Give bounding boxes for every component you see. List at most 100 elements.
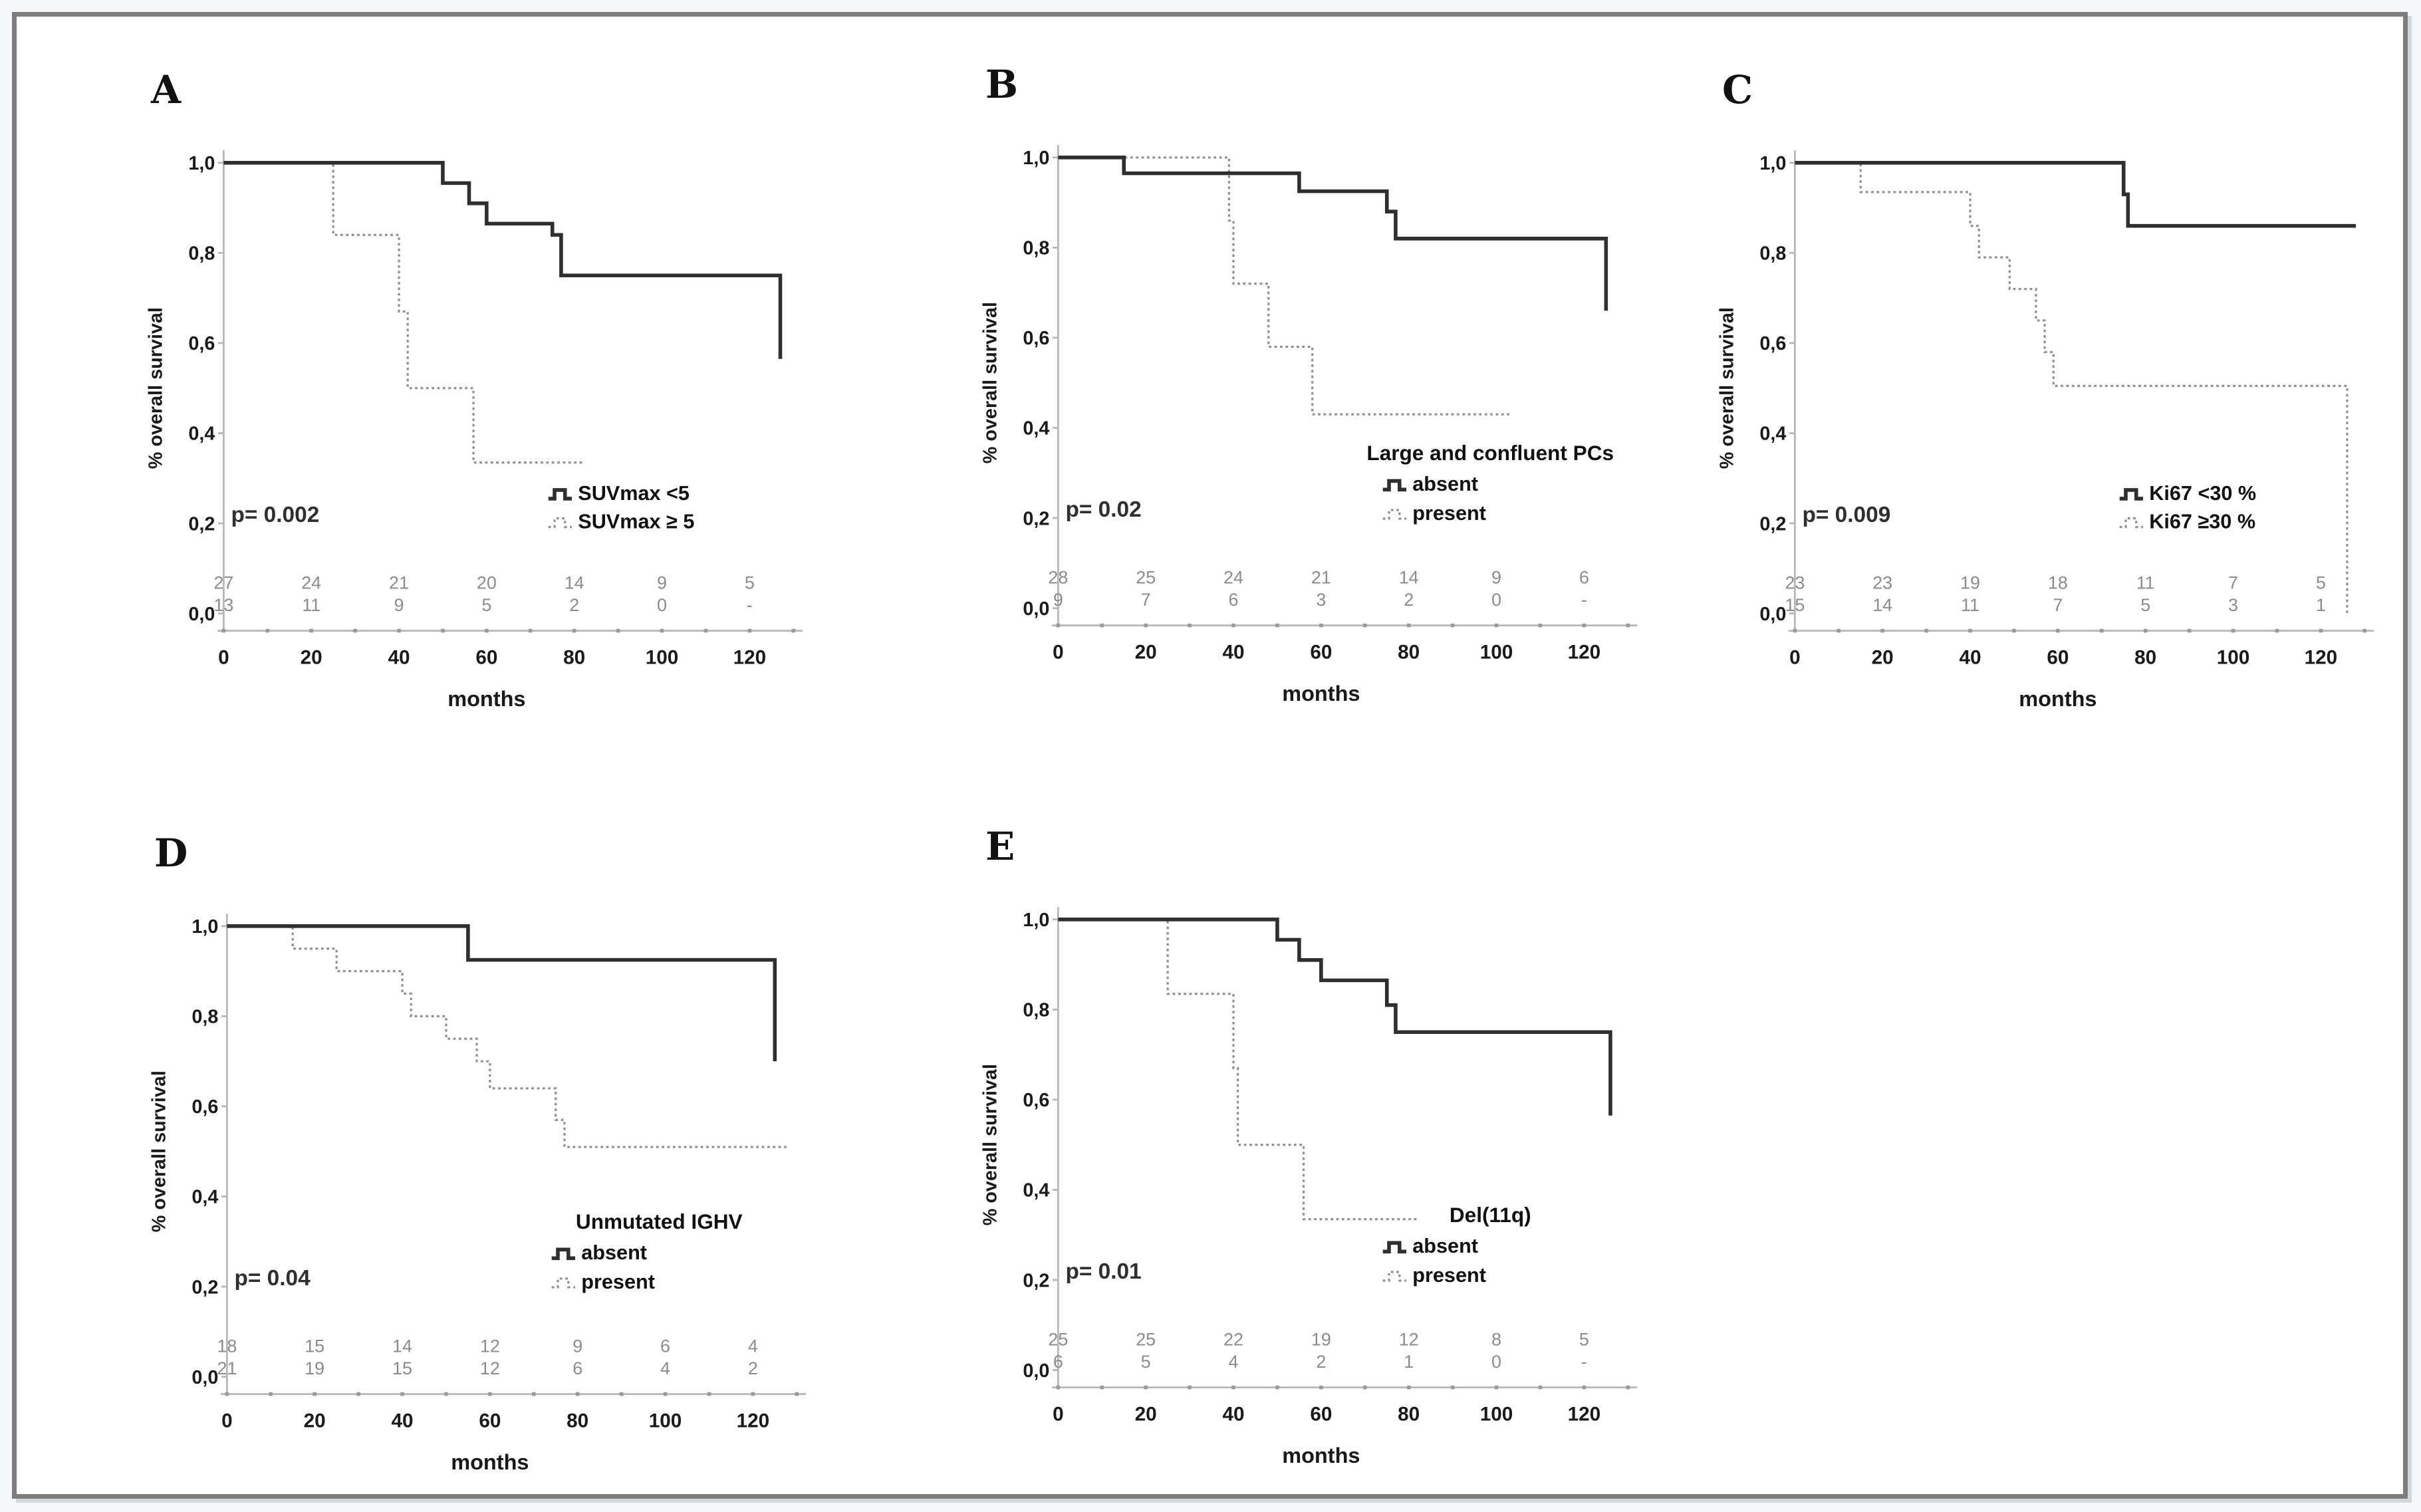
- axis-minor-tick: [616, 628, 620, 633]
- x-tick-label: 100: [1480, 642, 1513, 664]
- at-risk-count: 3: [1316, 590, 1326, 610]
- axis-minor-tick: [444, 1392, 448, 1396]
- panel-letter-a: A: [151, 67, 182, 112]
- survival-curve-solid: [227, 924, 777, 1062]
- axis-minor-tick: [1793, 628, 1797, 633]
- axis-minor-tick: [488, 1392, 492, 1396]
- axis-minor-tick: [397, 628, 401, 633]
- axis-minor-tick: [2362, 628, 2367, 633]
- x-tick-label: 20: [1872, 647, 1894, 669]
- x-tick-label: 80: [1398, 642, 1420, 664]
- at-risk-count: 2: [748, 1358, 758, 1378]
- axis-minor-tick: [1538, 623, 1543, 628]
- p-value-label: p= 0.04: [234, 1266, 311, 1291]
- x-tick-label: 40: [1222, 1404, 1244, 1426]
- x-tick-label: 20: [1135, 1404, 1157, 1426]
- y-axis-title: % overall survival: [145, 307, 166, 469]
- x-tick-label: 120: [1568, 1404, 1601, 1426]
- axis-minor-tick: [619, 1392, 624, 1396]
- axis-minor-tick: [531, 1392, 536, 1396]
- p-value-label: p= 0.002: [231, 503, 319, 527]
- at-risk-count: 19: [305, 1358, 324, 1378]
- legend-line-icon-solid: [2119, 488, 2143, 501]
- axis-minor-tick: [2187, 628, 2192, 633]
- at-risk-count: 12: [1399, 1329, 1419, 1349]
- y-tick-label: 0,6: [1759, 333, 1786, 354]
- y-tick-label: 0,6: [191, 1096, 218, 1118]
- legend-entry-label: present: [1412, 1264, 1486, 1287]
- x-tick-label: 0: [1053, 642, 1064, 664]
- x-tick-label: 40: [391, 1410, 413, 1432]
- at-risk-count: 3: [2228, 595, 2238, 615]
- km-plot-d: 1,0 0,8 0,6 0,4 0,2 0,0 % overall survival 0 20 4…: [134, 821, 826, 1494]
- at-risk-count: 0: [657, 595, 667, 615]
- axis-minor-tick: [265, 628, 270, 633]
- at-risk-count: 25: [1136, 567, 1156, 587]
- panel-e: E 1,0 0,8 0,6 0,4 0,2 0,0 % overall survival 0 2…: [965, 815, 1657, 1489]
- legend-line-icon-solid: [551, 1247, 575, 1261]
- axis-minor-tick: [660, 628, 664, 633]
- axis-minor-tick: [2099, 628, 2104, 633]
- at-risk-count: 14: [1872, 595, 1892, 615]
- axis-minor-tick: [707, 1392, 711, 1396]
- at-risk-count: 24: [1223, 567, 1243, 587]
- at-risk-count: 1: [2316, 595, 2326, 615]
- at-risk-count: 21: [217, 1358, 237, 1378]
- axis-minor-tick: [1494, 623, 1499, 628]
- axis-minor-tick: [1538, 1385, 1543, 1390]
- at-risk-count: 4: [660, 1358, 670, 1378]
- panel-letter-d: D: [154, 830, 189, 876]
- axis-minor-tick: [1275, 623, 1279, 628]
- x-tick-label: 60: [1310, 1404, 1332, 1426]
- km-plot-a: 1,0 0,8 0,6 0,4 0,2 0,0% overall survival 0 20 4…: [131, 58, 823, 731]
- x-tick-label: 80: [1398, 1404, 1420, 1426]
- axis-minor-tick: [2012, 628, 2016, 633]
- at-risk-count: 7: [1141, 590, 1151, 610]
- survival-curve-dotted: [1795, 162, 2349, 614]
- at-risk-count: 9: [1053, 590, 1063, 610]
- y-tick-label: 0,2: [191, 1277, 218, 1298]
- legend-entry-label: absent: [581, 1241, 647, 1264]
- axis-minor-tick: [313, 1392, 317, 1396]
- axis-minor-tick: [1056, 1385, 1061, 1390]
- legend-line-icon-solid: [548, 488, 572, 501]
- y-tick-label: 0,6: [1023, 328, 1049, 349]
- axis-minor-tick: [225, 1392, 229, 1396]
- y-tick-label: 0,0: [1023, 1360, 1049, 1382]
- at-risk-count: 14: [392, 1336, 412, 1356]
- axis-minor-tick: [791, 628, 796, 633]
- km-plot-b: 1,0 0,8 0,6 0,4 0,2 0,0% overall survival 0 20 4…: [965, 53, 1657, 725]
- axis-minor-tick: [1144, 623, 1148, 628]
- x-tick-label: 0: [221, 1410, 233, 1432]
- x-tick-label: 80: [563, 647, 585, 669]
- at-risk-count: 0: [1491, 1352, 1501, 1372]
- axis-minor-tick: [1406, 1385, 1411, 1390]
- at-risk-count: 21: [389, 572, 409, 592]
- axis-minor-tick: [1319, 1385, 1323, 1390]
- axis-minor-tick: [269, 1392, 273, 1396]
- axis-minor-tick: [1144, 1385, 1148, 1390]
- y-tick-label: 0,0: [188, 604, 215, 625]
- km-plot-svg-d: 1,0 0,8 0,6 0,4 0,2 0,0 % overall survival 0 20 4…: [148, 914, 807, 1474]
- y-tick-label: 0,6: [1023, 1090, 1049, 1111]
- axis-minor-tick: [1188, 623, 1192, 628]
- axis-minor-tick: [1450, 1385, 1455, 1390]
- legend-entry-label: SUVmax <5: [578, 482, 690, 505]
- at-risk-count: 28: [1048, 567, 1068, 587]
- survival-curve-dotted: [227, 925, 789, 1148]
- p-value-label: p= 0.01: [1065, 1259, 1141, 1284]
- x-tick-label: 100: [2217, 647, 2250, 669]
- at-risk-count: 20: [477, 572, 497, 592]
- y-tick-label: 0,0: [1759, 604, 1786, 625]
- y-tick-label: 1,0: [188, 153, 215, 174]
- axis-minor-tick: [1319, 623, 1323, 628]
- axis-minor-tick: [795, 1392, 799, 1396]
- figure-frame: A 1,0 0,8 0,6 0,4 0,2 0,0 % overall survival 0 2…: [12, 12, 2408, 1499]
- legend-title: Large and confluent PCs: [1366, 441, 1614, 465]
- legend-line-icon-dotted: [1382, 1271, 1406, 1282]
- legend-title: Del(11q): [1450, 1203, 1531, 1227]
- at-risk-count: 21: [1311, 567, 1331, 587]
- axis-minor-tick: [1100, 623, 1104, 628]
